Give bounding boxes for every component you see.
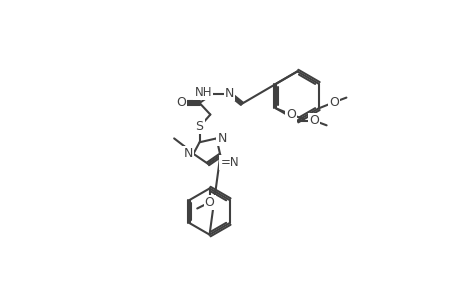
- Text: =N: =N: [220, 156, 239, 169]
- Text: S: S: [195, 120, 203, 134]
- Text: O: O: [286, 108, 296, 121]
- Text: O: O: [309, 114, 319, 127]
- Text: N: N: [224, 87, 234, 100]
- Text: O: O: [175, 97, 185, 110]
- Text: N: N: [183, 147, 192, 160]
- Text: O: O: [204, 196, 214, 209]
- Text: NH: NH: [194, 86, 212, 100]
- Text: N: N: [217, 132, 226, 145]
- Text: O: O: [329, 96, 338, 109]
